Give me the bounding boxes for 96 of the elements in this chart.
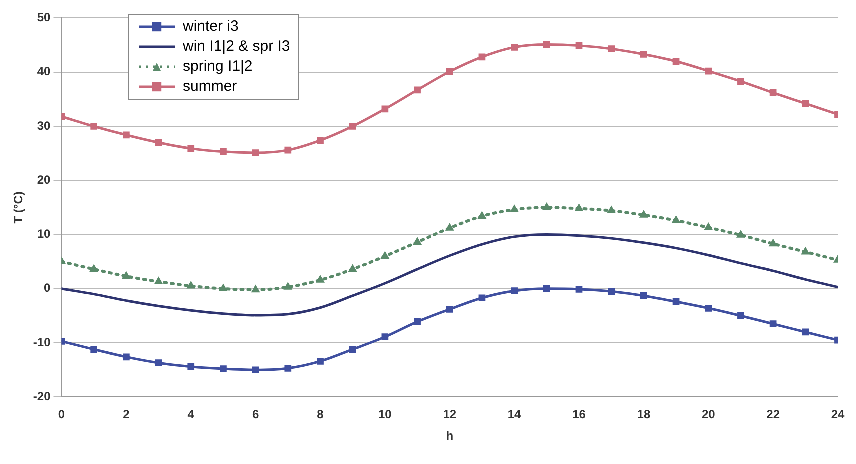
x-tick-label: 10 — [378, 408, 392, 422]
point — [770, 89, 777, 96]
y-tick-label: 40 — [37, 64, 52, 79]
point — [575, 204, 584, 212]
y-tick-label: 0 — [44, 281, 52, 296]
point — [284, 365, 292, 372]
y-tick-label: 20 — [37, 172, 52, 187]
point — [446, 224, 454, 231]
point — [542, 203, 551, 210]
x-tick-label: 2 — [123, 408, 130, 422]
point — [382, 334, 389, 341]
point — [802, 247, 810, 255]
point — [446, 306, 454, 313]
point — [284, 146, 292, 154]
point — [446, 68, 454, 76]
point — [640, 51, 648, 58]
point — [543, 285, 550, 292]
legend-label: summer — [183, 78, 238, 95]
point — [154, 277, 163, 284]
point — [188, 363, 195, 370]
y-tick-label: -10 — [33, 335, 52, 350]
point — [738, 312, 744, 320]
point — [252, 150, 260, 156]
x-tick-label: 12 — [443, 408, 457, 422]
point — [348, 264, 357, 272]
point — [640, 210, 648, 218]
point — [672, 58, 680, 65]
x-tick-label: 20 — [702, 408, 716, 422]
y-tick-label: 30 — [37, 118, 52, 133]
point — [188, 145, 195, 152]
y-tick-label: -20 — [33, 390, 52, 404]
point — [704, 223, 713, 230]
point — [608, 46, 616, 52]
point — [672, 216, 680, 224]
point — [608, 206, 616, 214]
point — [122, 272, 130, 280]
point — [187, 282, 196, 289]
point — [123, 132, 130, 139]
x-tick-label: 18 — [637, 408, 651, 422]
x-tick-label: 16 — [572, 408, 586, 422]
point — [576, 286, 583, 293]
legend-label: win I1|2 & spr I3 — [183, 38, 290, 55]
point — [608, 288, 616, 296]
point — [219, 284, 228, 292]
point — [284, 282, 292, 290]
point — [802, 328, 810, 336]
point — [155, 360, 162, 367]
x-tick-label: 0 — [58, 408, 66, 422]
point — [123, 354, 130, 361]
point — [478, 212, 486, 219]
point — [317, 358, 324, 365]
y-tick-label: 50 — [37, 10, 52, 25]
point — [349, 123, 356, 130]
point — [220, 148, 227, 156]
point — [413, 238, 422, 245]
x-tick-label: 24 — [831, 408, 845, 422]
legend-label: spring I1|2 — [183, 58, 253, 75]
point — [769, 239, 778, 247]
point — [543, 41, 550, 48]
x-tick-label: 8 — [317, 408, 324, 422]
point — [155, 139, 162, 146]
y-axis-title: T (°C) — [12, 192, 26, 224]
x-tick-label: 22 — [766, 408, 780, 422]
point — [90, 123, 98, 130]
point — [640, 292, 648, 300]
point — [252, 366, 260, 374]
point — [802, 100, 810, 108]
point — [252, 285, 260, 293]
point — [736, 230, 746, 238]
point — [382, 106, 389, 113]
legend-label: winter i3 — [183, 18, 239, 35]
point — [220, 366, 227, 372]
x-axis-title: h — [446, 429, 454, 444]
point — [511, 44, 518, 51]
point — [317, 137, 324, 144]
point — [478, 294, 486, 302]
point — [381, 252, 390, 260]
x-tick-label: 6 — [252, 408, 260, 422]
point — [414, 86, 421, 94]
y-tick-label: 10 — [37, 227, 52, 242]
x-tick-label: 4 — [188, 408, 195, 422]
point — [511, 288, 518, 295]
point — [672, 298, 680, 306]
point — [770, 320, 777, 328]
point — [414, 318, 421, 326]
point — [90, 346, 98, 353]
point — [316, 276, 325, 283]
point — [478, 54, 486, 61]
point — [576, 42, 583, 50]
x-tick-label: 14 — [508, 408, 522, 422]
point — [510, 205, 519, 212]
point — [738, 78, 744, 85]
point — [705, 68, 712, 75]
point — [349, 346, 356, 353]
point — [705, 304, 712, 312]
point — [90, 264, 98, 272]
